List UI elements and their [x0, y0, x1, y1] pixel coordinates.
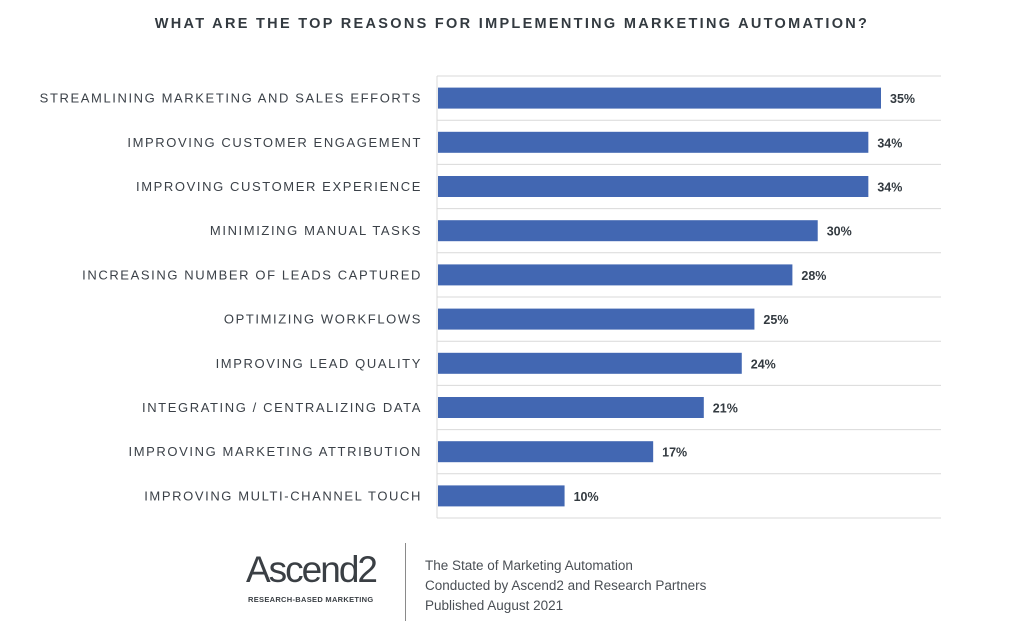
bar	[438, 176, 869, 197]
footer-credits: The State of Marketing Automation Conduc…	[425, 556, 706, 616]
bar	[438, 264, 793, 286]
value-label: 30%	[827, 225, 852, 239]
bar	[438, 131, 869, 153]
bar	[438, 485, 565, 507]
value-label: 25%	[763, 313, 788, 327]
category-label: OPTIMIZING WORKFLOWS	[224, 312, 422, 327]
footer-line-published: Published August 2021	[425, 598, 564, 613]
footer-line-conducted: Conducted by Ascend2 and Research Partne…	[425, 578, 707, 593]
chart-title: WHAT ARE THE TOP REASONS FOR IMPLEMENTIN…	[154, 16, 870, 32]
category-label: INCREASING NUMBER OF LEADS CAPTURED	[82, 267, 422, 282]
category-label: IMPROVING CUSTOMER EXPERIENCE	[136, 179, 422, 194]
ascend2-logo: Ascend2 RESEARCH-BASED MARKETING	[232, 549, 392, 609]
value-labels: 35% 34% 34% 30% 28% 25% 24% 21% 17% 10%	[574, 92, 915, 504]
category-label: IMPROVING LEAD QUALITY	[216, 356, 422, 371]
bar	[438, 352, 742, 374]
bar	[438, 220, 818, 242]
bar-chart: STREAMLINING MARKETING AND SALES EFFORTS…	[40, 75, 941, 519]
value-label: 24%	[751, 357, 776, 371]
category-label: IMPROVING MARKETING ATTRIBUTION	[129, 444, 422, 459]
grid-lines	[436, 75, 941, 519]
footer-line-report: The State of Marketing Automation	[425, 558, 633, 573]
footer-divider	[405, 543, 406, 621]
bar	[438, 441, 654, 463]
bar	[438, 397, 704, 418]
bar	[438, 308, 755, 330]
value-label: 35%	[890, 92, 915, 106]
value-label: 34%	[877, 136, 902, 150]
value-label: 10%	[574, 490, 599, 504]
bar	[438, 87, 881, 109]
category-labels: STREAMLINING MARKETING AND SALES EFFORTS…	[40, 91, 422, 504]
logo-wordmark: Ascend2	[246, 549, 378, 590]
category-label: MINIMIZING MANUAL TASKS	[210, 223, 422, 238]
category-label: STREAMLINING MARKETING AND SALES EFFORTS	[40, 91, 422, 106]
category-label: IMPROVING CUSTOMER ENGAGEMENT	[127, 135, 422, 150]
category-label: IMPROVING MULTI-CHANNEL TOUCH	[144, 488, 422, 503]
value-label: 21%	[713, 402, 738, 416]
bars	[438, 87, 881, 507]
logo-tagline: RESEARCH-BASED MARKETING	[248, 595, 374, 604]
value-label: 17%	[662, 446, 687, 460]
value-label: 28%	[801, 269, 826, 283]
category-label: INTEGRATING / CENTRALIZING DATA	[142, 400, 422, 415]
value-label: 34%	[877, 181, 902, 195]
